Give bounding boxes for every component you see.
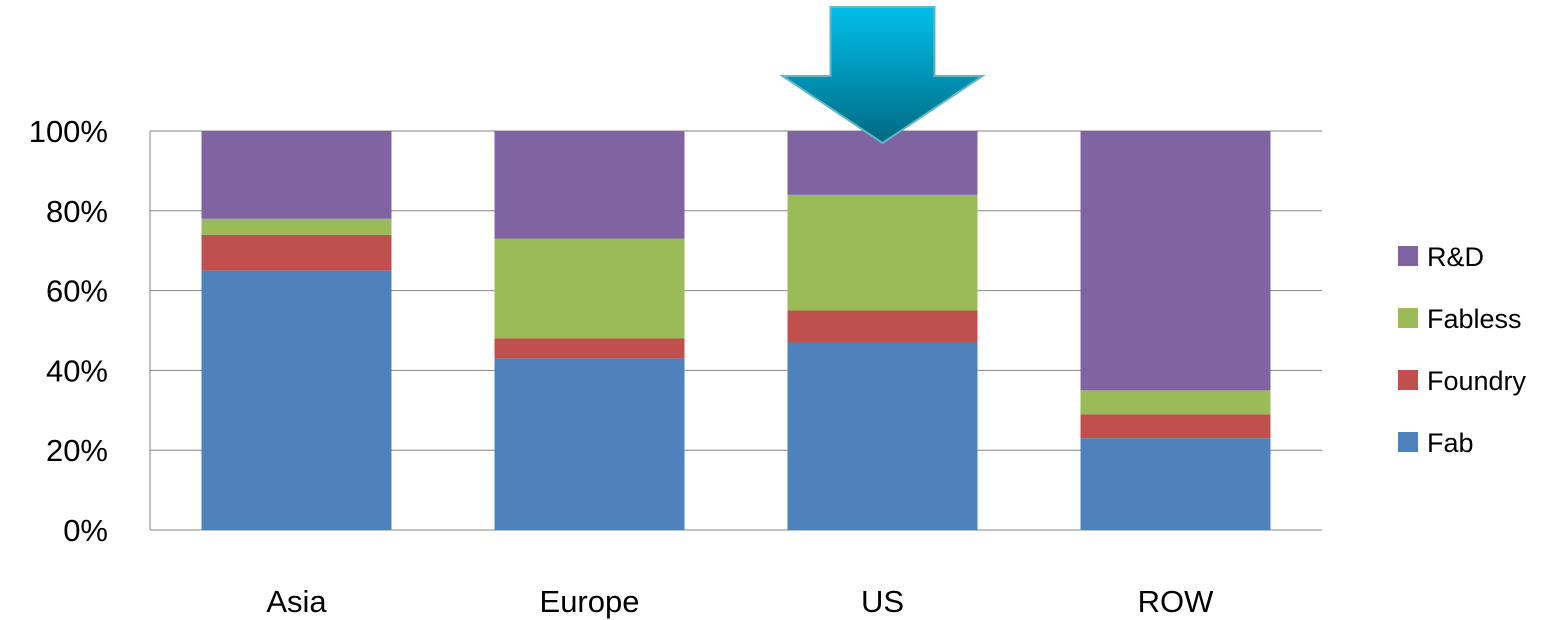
y-tick-label: 60% (46, 274, 108, 309)
bar-segment-r-d-row (1080, 131, 1271, 391)
legend: R&D Fabless Foundry Fab (1398, 242, 1527, 458)
bar-segment-fab-row (1080, 438, 1271, 530)
y-tick-label: 80% (46, 194, 108, 229)
bar-segment-fabless-us (787, 194, 978, 311)
bar-segment-fabless-europe (494, 238, 685, 339)
legend-swatch (1398, 308, 1418, 328)
y-tick-label: 40% (46, 353, 108, 388)
bar-segment-foundry-us (787, 310, 978, 343)
bar-segment-fabless-asia (201, 218, 392, 235)
bar-segment-foundry-row (1080, 414, 1271, 439)
bar-segment-fabless-row (1080, 390, 1271, 415)
x-tick-label: US (861, 584, 904, 619)
x-tick-label: Asia (266, 584, 327, 619)
bar-segment-fab-asia (201, 270, 392, 530)
legend-swatch (1398, 432, 1418, 452)
legend-swatch (1398, 246, 1418, 266)
bar-segment-fab-europe (494, 358, 685, 530)
y-tick-label: 20% (46, 433, 108, 468)
legend-label: Foundry (1427, 366, 1527, 396)
bar-segment-r-d-asia (201, 131, 392, 219)
y-tick-label: 100% (29, 114, 108, 149)
bars (201, 131, 1271, 530)
down-arrow-icon (779, 6, 986, 145)
axes: 0% 20% 40% 60% 80% 100% Asia Europe US ROW (29, 114, 1214, 619)
x-tick-label: Europe (540, 584, 640, 619)
bar-segment-foundry-asia (201, 234, 392, 271)
bar-segment-r-d-europe (494, 131, 685, 239)
x-tick-label: ROW (1138, 584, 1215, 619)
legend-label: Fab (1427, 428, 1474, 458)
bar-segment-foundry-europe (494, 338, 685, 359)
legend-label: R&D (1427, 242, 1484, 272)
annotation (779, 6, 986, 145)
legend-swatch (1398, 370, 1418, 390)
legend-label: Fabless (1427, 304, 1522, 334)
y-tick-label: 0% (63, 513, 108, 548)
bar-segment-fab-us (787, 342, 978, 530)
